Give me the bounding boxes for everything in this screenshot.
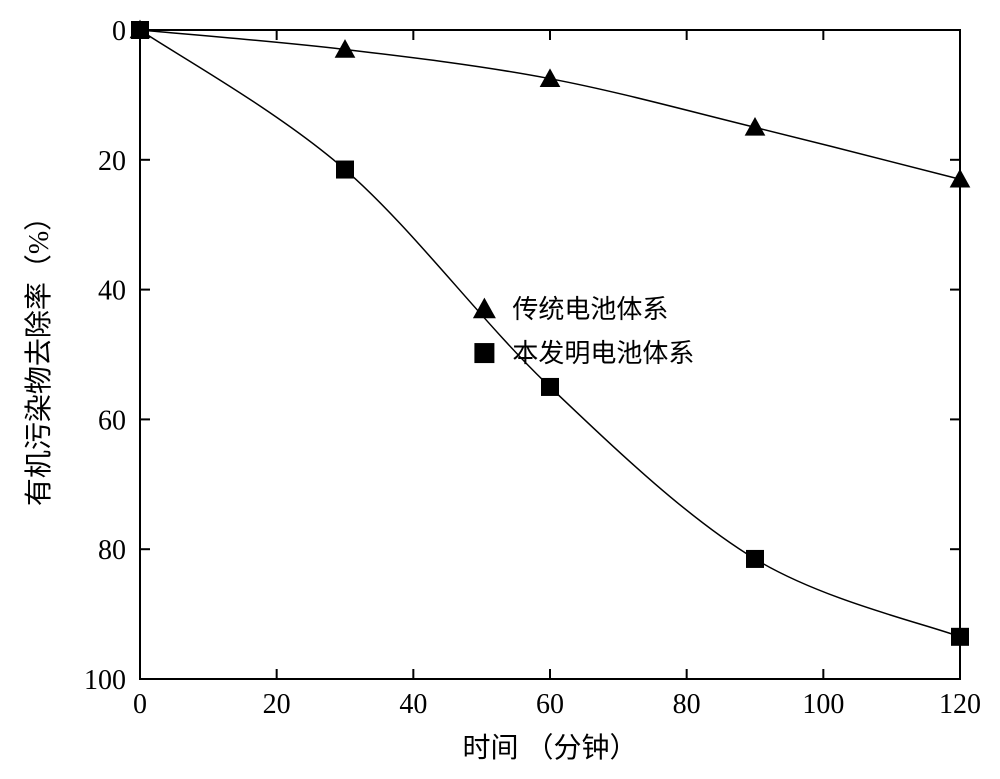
y-tick-label: 100 [84, 665, 126, 696]
series-0-marker-4 [950, 169, 971, 188]
series-1-marker-0 [131, 21, 149, 39]
series-1-marker-4 [951, 628, 969, 646]
x-tick-label: 60 [536, 689, 564, 720]
legend-marker-1 [474, 343, 494, 363]
y-tick-label: 20 [98, 146, 126, 177]
removal-rate-chart: 0 20 40 60 80 100 120 0 20 40 60 80 100 时间 （分钟） 有机污染物去… [0, 0, 1000, 779]
legend-label-1: 本发明电池体系 [512, 339, 694, 368]
y-tick-label: 80 [98, 535, 126, 566]
legend-label-0: 传统电池体系 [512, 295, 668, 324]
x-tick-label: 80 [673, 689, 701, 720]
y-axis-label: 有机污染物去除率（%） [23, 203, 55, 506]
x-tick-label: 20 [263, 689, 291, 720]
series-line-0 [140, 30, 960, 179]
series-1-marker-3 [746, 550, 764, 568]
series-1-marker-2 [541, 378, 559, 396]
chart-container: 0 20 40 60 80 100 120 0 20 40 60 80 100 时间 （分钟） 有机污染物去… [0, 0, 1000, 779]
x-tick-label: 40 [399, 689, 427, 720]
series-line-1 [140, 30, 960, 637]
x-tick-label: 0 [133, 689, 147, 720]
x-tick-label: 120 [939, 689, 981, 720]
y-tick-label: 60 [98, 405, 126, 436]
x-axis-label: 时间 （分钟） [462, 732, 637, 764]
x-tick-label: 100 [802, 689, 844, 720]
series-1-marker-1 [336, 161, 354, 179]
y-tick-label: 40 [98, 276, 126, 307]
y-tick-label: 0 [112, 16, 126, 47]
